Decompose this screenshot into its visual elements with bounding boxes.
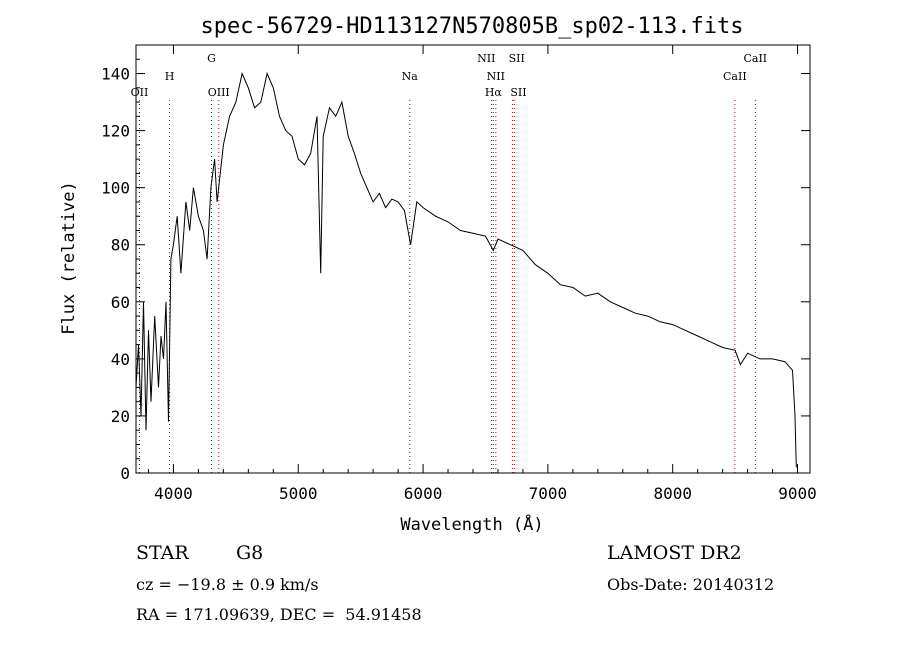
coordinates-text: RA = 171.09639, DEC = 54.91458 [136, 605, 422, 624]
y-tick-label: 80 [111, 236, 130, 255]
spectral-line-label: OIII [208, 86, 230, 99]
object-subclass: G8 [236, 542, 264, 564]
x-tick-label: 9000 [778, 484, 817, 503]
spectral-line-markers: OII H G OIII Na NII Hα NII SII SII CaII CaII [131, 52, 767, 473]
object-class: STAR [136, 542, 189, 564]
y-tick-label: 100 [101, 179, 130, 198]
survey-name: LAMOST DR2 [607, 542, 742, 564]
spectral-line-label: H [165, 70, 175, 83]
y-axis-ticks: 0 20 40 60 80 100 120 140 [101, 58, 810, 483]
spectral-line-label: CaII [743, 52, 767, 65]
chart-title: spec-56729-HD113127N570805B_sp02-113.fit… [200, 14, 743, 39]
y-tick-label: 140 [101, 65, 130, 84]
x-axis-ticks: 4000 5000 6000 7000 8000 9000 [147, 45, 817, 503]
spectral-line-label: G [207, 52, 216, 65]
spectral-line-label: SII [510, 86, 526, 99]
redshift-text: cz = −19.8 ± 0.9 km/s [136, 575, 319, 594]
plot-frame [135, 44, 811, 474]
y-tick-label: 40 [111, 350, 130, 369]
spectral-line-label: CaII [723, 70, 747, 83]
x-tick-label: 5000 [279, 484, 318, 503]
y-axis-label: Flux (relative) [59, 181, 79, 335]
spectral-line-label: SII [509, 52, 525, 65]
spectral-line-label: NII [477, 52, 495, 65]
obs-date-text: Obs-Date: 20140312 [607, 575, 775, 594]
spectral-line-label: OII [131, 86, 149, 99]
y-tick-label: 20 [111, 407, 130, 426]
x-axis-label: Wavelength (Å) [400, 513, 543, 535]
spectral-line-label: Hα [485, 86, 503, 99]
y-tick-label: 60 [111, 293, 130, 312]
x-tick-label: 6000 [404, 484, 443, 503]
x-tick-label: 7000 [529, 484, 568, 503]
spectral-line-label: Na [402, 70, 419, 83]
spectral-line-label: NII [487, 70, 505, 83]
spectrum-line [135, 71, 797, 468]
y-tick-label: 0 [120, 464, 130, 483]
x-tick-label: 8000 [653, 484, 692, 503]
x-tick-label: 4000 [154, 484, 193, 503]
y-tick-label: 120 [101, 122, 130, 141]
